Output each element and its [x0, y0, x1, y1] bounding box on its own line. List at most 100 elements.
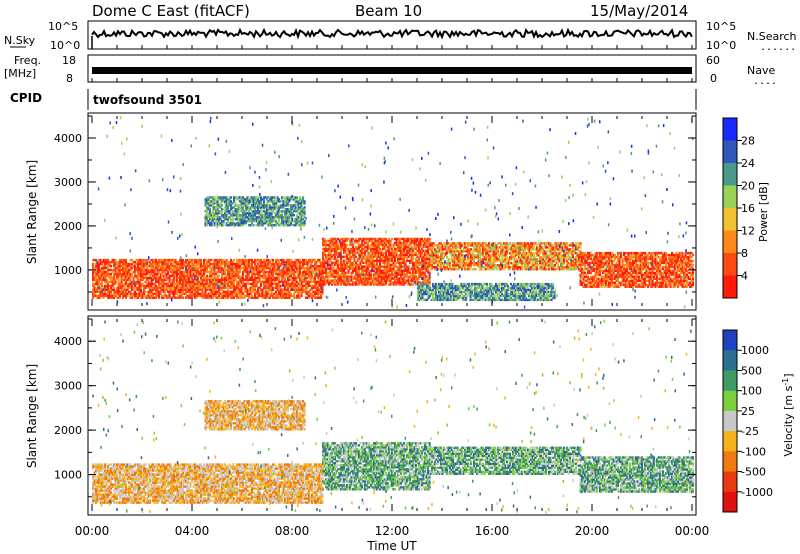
echo-cell	[340, 283, 343, 286]
echo-cell	[269, 278, 272, 282]
echo-cell	[370, 275, 373, 278]
echo-cell	[203, 284, 206, 288]
echo-cell	[258, 286, 261, 289]
echo-cell	[185, 264, 188, 268]
echo-cell	[275, 294, 278, 297]
echo-cell	[302, 272, 305, 276]
echo-cell	[170, 284, 173, 288]
echo-cell	[367, 273, 370, 276]
echo-cell	[197, 288, 200, 291]
echo-cell	[173, 274, 176, 278]
echo-cell	[168, 260, 171, 264]
echo-cell	[92, 282, 95, 286]
echo-cell	[325, 279, 328, 282]
echo-cell	[216, 292, 219, 295]
echo-cell	[299, 276, 302, 280]
echo-cell	[171, 292, 174, 295]
echo-cell	[249, 266, 252, 270]
echo-cell	[388, 251, 391, 255]
echo-cell	[279, 280, 282, 284]
echo-cell	[341, 255, 344, 258]
echo-cell	[302, 280, 305, 284]
echo-cell	[117, 292, 120, 295]
echo-cell	[219, 266, 222, 270]
echo-cell	[129, 274, 132, 278]
echo-cell	[210, 268, 213, 272]
echo-cell	[272, 292, 275, 295]
echo-cell	[242, 260, 245, 264]
echo-cell	[341, 271, 344, 274]
echo-cell	[116, 262, 119, 266]
echo-cell	[406, 247, 409, 251]
echo-cell	[138, 280, 141, 284]
echo-cell	[391, 275, 394, 278]
echo-cell	[254, 280, 257, 284]
echo-cell	[343, 273, 346, 276]
echo-cell	[413, 241, 416, 245]
echo-cell	[276, 262, 279, 266]
echo-cell	[261, 288, 264, 291]
echo-cell	[331, 273, 334, 276]
echo-cell	[321, 290, 324, 293]
echo-cell	[243, 266, 246, 270]
echo-cell	[320, 292, 323, 295]
echo-cell	[128, 282, 131, 286]
echo-cell	[107, 268, 110, 272]
echo-cell	[269, 294, 272, 297]
echo-cell	[150, 278, 153, 282]
echo-cell	[117, 266, 120, 270]
echo-cell	[392, 259, 395, 262]
echo-cell	[119, 282, 122, 286]
echo-cell	[201, 264, 204, 268]
echo-cell	[221, 276, 224, 280]
echo-cell	[365, 249, 368, 253]
echo-cell	[128, 286, 131, 289]
echo-cell	[403, 243, 406, 247]
echo-cell	[138, 284, 141, 288]
echo-cell	[332, 237, 335, 241]
echo-cell	[337, 255, 340, 258]
echo-cell	[338, 241, 341, 245]
echo-cell	[359, 261, 362, 264]
echo-cell	[401, 261, 404, 264]
echo-cell	[248, 260, 251, 264]
echo-cell	[180, 266, 183, 270]
echo-cell	[239, 292, 242, 295]
echo-cell	[320, 290, 323, 293]
echo-cell	[138, 292, 141, 295]
echo-cell	[255, 272, 258, 276]
echo-cell	[404, 261, 407, 264]
echo-cell	[374, 251, 377, 255]
echo-cell	[189, 264, 192, 268]
echo-cell	[415, 265, 418, 268]
echo-cell	[288, 258, 291, 262]
echo-cell	[150, 284, 153, 288]
echo-cell	[270, 290, 273, 293]
echo-cell	[168, 284, 171, 288]
echo-cell	[126, 268, 129, 272]
echo-cell	[368, 247, 371, 251]
echo-cell	[210, 278, 213, 282]
echo-cell	[179, 262, 182, 266]
echo-cell	[379, 275, 382, 278]
echo-cell	[93, 276, 96, 280]
echo-cell	[297, 282, 300, 286]
echo-cell	[125, 282, 128, 286]
echo-cell	[245, 262, 248, 266]
echo-cell	[404, 263, 407, 266]
echo-cell	[340, 255, 343, 258]
echo-cell	[240, 274, 243, 278]
echo-cell	[394, 271, 397, 274]
echo-cell	[119, 290, 122, 293]
echo-cell	[102, 266, 105, 270]
echo-cell	[329, 265, 332, 268]
echo-cell	[198, 280, 201, 284]
echo-cell	[264, 284, 267, 288]
echo-cell	[281, 280, 284, 284]
echo-cell	[200, 266, 203, 270]
echo-cell	[406, 267, 409, 270]
echo-cell	[320, 276, 323, 280]
echo-cell	[334, 281, 337, 284]
echo-cell	[329, 275, 332, 278]
echo-cell	[377, 237, 380, 241]
